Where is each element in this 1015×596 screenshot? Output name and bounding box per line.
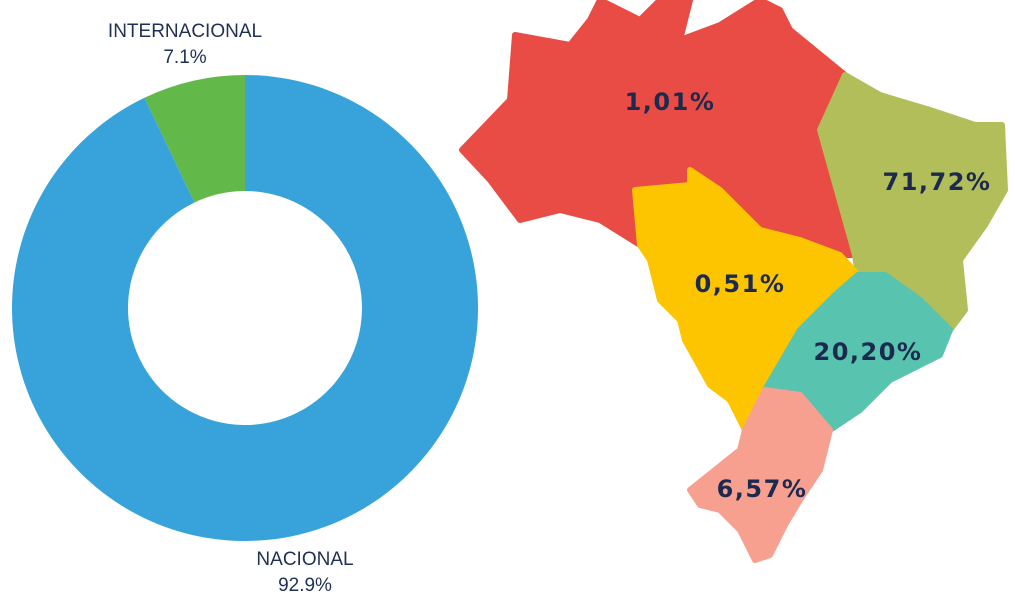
map-region [762,272,953,433]
region-value: 20,20% [814,338,923,366]
region-value: 0,51% [695,270,786,298]
slice-value: 7.1% [163,47,206,68]
donut-slice [144,75,245,203]
donut-slice [12,75,479,541]
slice-value: 92.9% [278,575,332,596]
region-value: 1,01% [625,88,716,116]
map-region [687,387,833,563]
slice-label: NACIONAL [256,549,353,570]
region-value: 6,57% [717,475,808,503]
slice-label: INTERNACIONAL [108,21,262,42]
map-region [817,72,1008,333]
region-value: 71,72% [883,168,992,196]
